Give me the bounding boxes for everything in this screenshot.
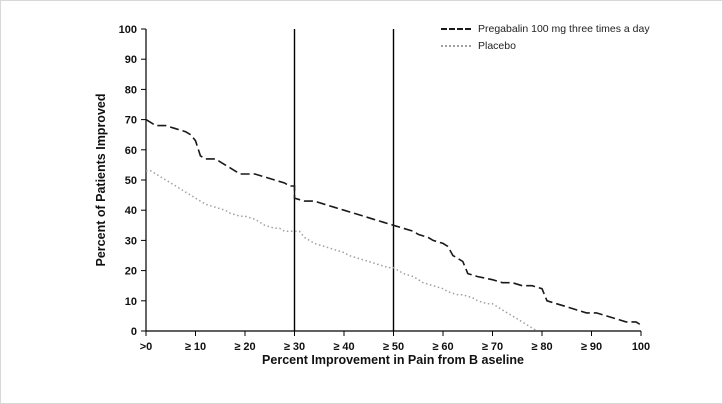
y-tick-label: 60 [125, 145, 137, 157]
y-tick-label: 100 [119, 24, 137, 36]
x-tick-label: ≥ 40 [333, 341, 354, 353]
y-tick-label: 10 [125, 296, 137, 308]
x-tick-label: ≥ 70 [482, 341, 503, 353]
y-tick-label: 80 [125, 84, 137, 96]
x-tick-label: 100 [632, 341, 650, 353]
y-tick-label: 70 [125, 115, 137, 127]
y-tick-label: 30 [125, 235, 137, 247]
x-tick-label: ≥ 10 [185, 341, 206, 353]
x-tick-label: >0 [140, 341, 153, 353]
placebo-line-sample-icon [441, 45, 471, 47]
legend: Pregabalin 100 mg three times a day Plac… [441, 23, 650, 52]
x-tick-label: ≥ 20 [234, 341, 255, 353]
legend-item-placebo: Placebo [441, 40, 650, 52]
series-line-pregabalin [145, 118, 642, 326]
x-tick-label: ≥ 80 [531, 341, 552, 353]
x-tick-label: ≥ 30 [284, 341, 305, 353]
pregabalin-line-sample-icon [441, 28, 471, 30]
y-tick-label: 20 [125, 266, 137, 278]
x-tick-label: ≥ 90 [581, 341, 602, 353]
y-tick-label: 0 [131, 326, 137, 338]
x-axis-title: Percent Improvement in Pain from B aseli… [262, 353, 524, 367]
x-tick-label: ≥ 60 [432, 341, 453, 353]
y-tick-label: 40 [125, 205, 137, 217]
y-tick-label: 50 [125, 175, 137, 187]
y-axis-title: Percent of Patients Improved [94, 93, 108, 267]
legend-label-placebo: Placebo [478, 40, 516, 52]
x-tick-label: ≥ 50 [383, 341, 404, 353]
y-tick-label: 90 [125, 54, 137, 66]
series-line-placebo [146, 170, 538, 332]
legend-label-pregabalin: Pregabalin 100 mg three times a day [478, 23, 650, 35]
legend-item-pregabalin: Pregabalin 100 mg three times a day [441, 23, 650, 35]
